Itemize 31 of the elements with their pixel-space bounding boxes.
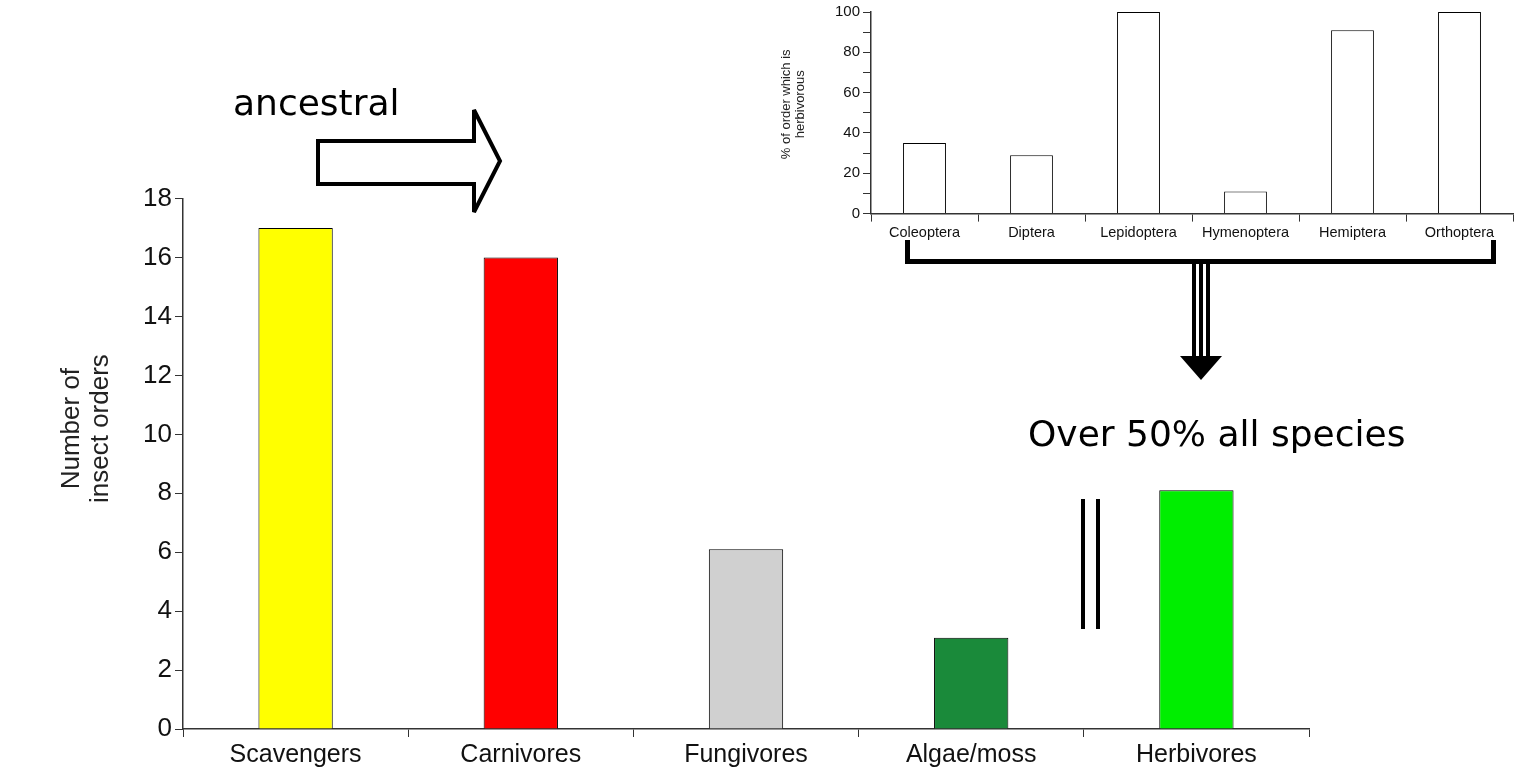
x-tick-label: Scavengers xyxy=(229,738,362,767)
x-tick-label: Carnivores xyxy=(460,738,582,767)
y-tick-label: 60 xyxy=(843,82,860,100)
y-tick-label: 10 xyxy=(143,417,172,448)
y-tick-label: 14 xyxy=(143,299,172,330)
y-tick-label: 16 xyxy=(143,240,172,271)
y-tick-label: 4 xyxy=(157,594,172,625)
annotation: Over 50% all species xyxy=(1028,413,1406,454)
x-tick-label: Diptera xyxy=(1008,224,1056,241)
y-tick-label: 2 xyxy=(157,653,172,684)
y-axis-title: Number of insect orders xyxy=(55,353,114,505)
y-tick-label: 6 xyxy=(157,535,172,566)
y-tick-label: 12 xyxy=(143,358,172,389)
y-tick-label: 100 xyxy=(834,2,860,20)
y-tick-label: 20 xyxy=(843,163,860,181)
x-tick-label: Hemiptera xyxy=(1319,224,1387,241)
x-tick-label: Coleoptera xyxy=(889,224,961,241)
y-tick-label: 40 xyxy=(843,123,860,141)
x-tick-label: Lepidoptera xyxy=(1100,224,1178,241)
x-tick-label: Hymenoptera xyxy=(1201,224,1290,241)
y-tick-label: 0 xyxy=(157,712,172,743)
y-tick-label: 0 xyxy=(851,203,860,221)
y-tick-label: 18 xyxy=(143,181,172,212)
x-tick-label: Herbivores xyxy=(1135,738,1257,767)
x-tick-label: Fungivores xyxy=(684,738,808,767)
y-axis-title: % of order which is herbivorous xyxy=(777,48,808,162)
text: ancestral xyxy=(233,82,400,123)
x-tick-label: Algae/moss xyxy=(905,738,1037,767)
y-tick-label: 80 xyxy=(843,42,860,60)
x-tick-label: Orthoptera xyxy=(1424,224,1496,241)
y-tick-label: 8 xyxy=(157,476,172,507)
